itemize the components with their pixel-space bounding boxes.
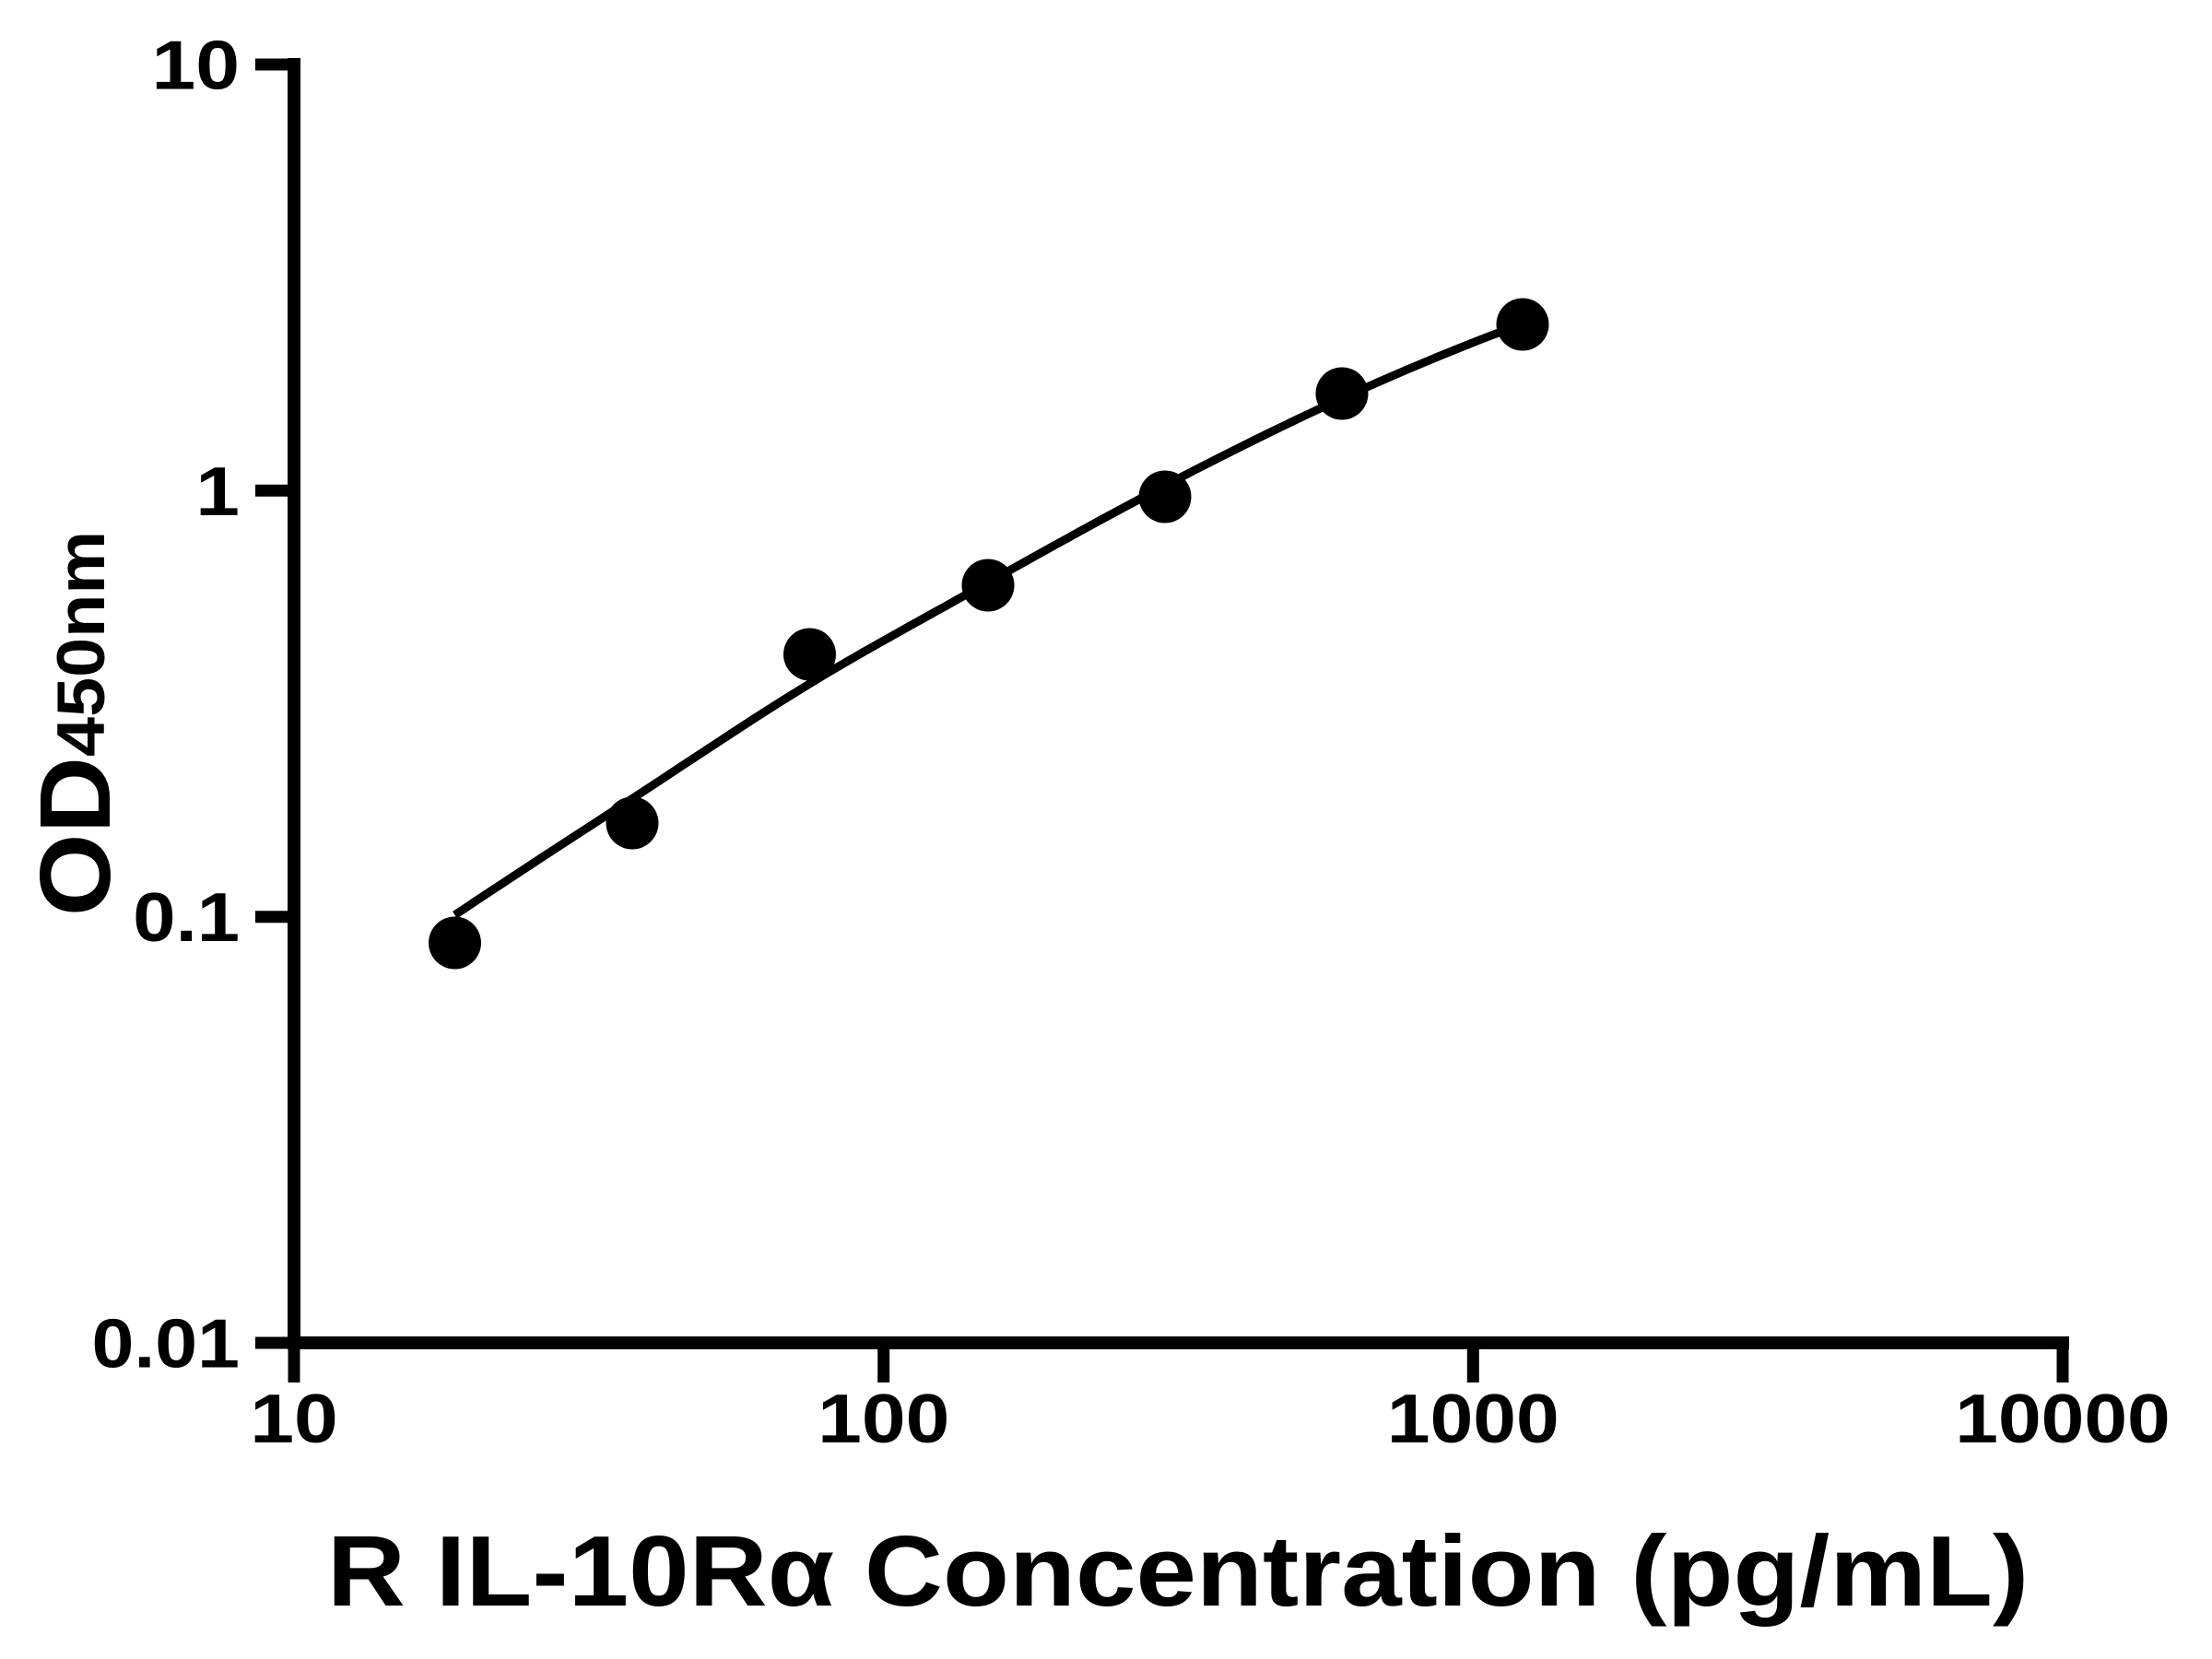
svg-text:10: 10	[151, 28, 240, 105]
svg-text:0.01: 0.01	[91, 1305, 240, 1382]
svg-text:1000: 1000	[1387, 1380, 1559, 1457]
svg-text:10: 10	[250, 1381, 338, 1458]
svg-text:R IL-10Rα Concentration (pg/mL: R IL-10Rα Concentration (pg/mL)	[327, 1515, 2029, 1628]
svg-text:1: 1	[195, 453, 240, 531]
svg-text:10000: 10000	[1955, 1380, 2171, 1457]
svg-text:0.1: 0.1	[133, 878, 240, 956]
svg-text:100: 100	[818, 1381, 949, 1458]
